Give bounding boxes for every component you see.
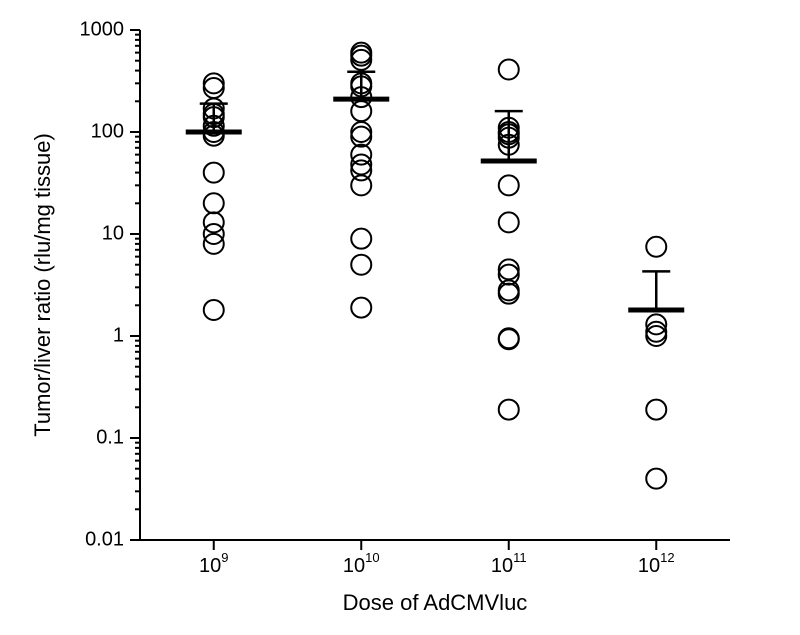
- y-tick-label: 0.1: [96, 426, 124, 448]
- x-tick-label: 1010: [343, 550, 380, 577]
- data-point: [351, 229, 371, 249]
- data-point: [204, 212, 224, 232]
- x-tick-label: 1011: [491, 550, 527, 577]
- y-tick-label: 0.01: [85, 528, 124, 550]
- data-point: [499, 329, 519, 349]
- data-point: [646, 400, 666, 420]
- data-point: [204, 163, 224, 183]
- scatter-chart: 0.01 0.1 1 10 100 1000 109 1010 1011 1012 Tumor/li…: [0, 0, 800, 635]
- y-tick-label: 100: [91, 120, 124, 142]
- data-point: [499, 265, 519, 285]
- x-tick-label: 1012: [638, 550, 675, 577]
- data-point: [351, 101, 371, 121]
- data-point: [646, 326, 666, 346]
- data-point: [499, 400, 519, 420]
- data-point: [204, 78, 224, 98]
- y-tick-label: 1000: [80, 18, 125, 40]
- data-point: [204, 300, 224, 320]
- data-point: [646, 469, 666, 489]
- data-point: [351, 175, 371, 195]
- x-tick-label: 109: [199, 550, 228, 577]
- x-axis-label: Dose of AdCMVluc: [343, 590, 528, 615]
- y-tick-label: 1: [113, 324, 124, 346]
- data-point: [499, 175, 519, 195]
- data-point: [351, 122, 371, 142]
- data-point: [499, 259, 519, 279]
- data-point: [499, 59, 519, 79]
- y-tick-label: 10: [102, 222, 124, 244]
- y-axis-label: Tumor/liver ratio (rlu/mg tissue): [30, 133, 55, 437]
- data-point: [351, 255, 371, 275]
- chart-container: 0.01 0.1 1 10 100 1000 109 1010 1011 1012 Tumor/li…: [0, 0, 800, 635]
- data-point: [646, 237, 666, 257]
- data-point: [204, 193, 224, 213]
- data-point: [351, 298, 371, 318]
- data-point: [204, 73, 224, 93]
- data-point: [499, 212, 519, 232]
